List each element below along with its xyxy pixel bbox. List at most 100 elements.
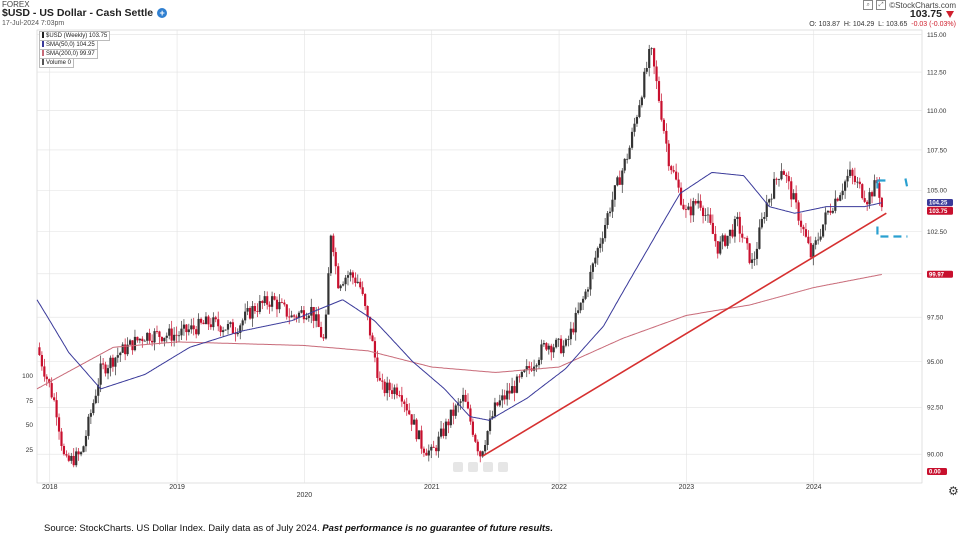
candle-body <box>175 334 178 336</box>
candle-body <box>513 386 516 393</box>
candle-body <box>604 224 607 239</box>
candle-body <box>474 434 477 442</box>
candle-body <box>826 210 830 213</box>
candle-body <box>670 166 673 171</box>
candle-body <box>87 416 90 436</box>
y-tick-label: 97.50 <box>927 314 944 321</box>
source-text: Source: StockCharts. US Dollar Index. Da… <box>44 523 323 534</box>
gear-icon[interactable]: ⚙ <box>948 484 959 498</box>
candle-body <box>515 376 519 393</box>
candle-body <box>510 386 514 394</box>
low-label: L: <box>878 21 884 28</box>
candle-body <box>219 326 222 333</box>
candle-body <box>672 170 675 172</box>
candle-body <box>716 241 719 254</box>
candle-body <box>346 275 350 278</box>
candle-body <box>829 210 832 213</box>
chart-date: 17-Jul-2024 7:03pm <box>2 20 65 27</box>
candle-body <box>40 354 43 367</box>
sma50-line <box>36 171 882 421</box>
candle-body <box>733 219 737 237</box>
candle-body <box>239 325 242 333</box>
candle-body <box>692 201 695 216</box>
candle-body <box>60 431 63 446</box>
low-value: 103.65 <box>885 21 908 28</box>
candle-body <box>466 401 470 409</box>
candle-body <box>635 116 639 124</box>
candle-body <box>273 296 276 300</box>
candle-body <box>643 71 646 98</box>
candle-body <box>542 343 546 345</box>
candle-body <box>599 243 602 249</box>
volume-tag: 0.00 <box>929 470 941 476</box>
candle-body <box>616 177 619 186</box>
candle-body <box>422 448 426 453</box>
candle-body <box>657 81 661 101</box>
watermark-glyph <box>498 462 508 472</box>
candle-body <box>92 403 95 414</box>
candle-body <box>153 331 156 343</box>
y-tick-label: 90.00 <box>927 452 944 459</box>
candle-body <box>373 341 377 358</box>
candle-body <box>839 195 842 201</box>
candle-body <box>400 395 403 402</box>
zoom-icon[interactable]: ⌕ <box>863 0 874 10</box>
candle-body <box>371 335 374 342</box>
candle-body <box>540 344 543 360</box>
candle-body <box>248 307 252 319</box>
expand-icon[interactable]: ⤢ <box>876 0 887 10</box>
candle-body <box>244 311 247 321</box>
candle-body <box>858 181 861 185</box>
candle-body <box>270 296 274 307</box>
candle-body <box>214 317 217 320</box>
candle-body <box>332 235 335 253</box>
candle-body <box>148 332 151 341</box>
candle-body <box>226 324 230 330</box>
candle-body <box>236 332 239 335</box>
candle-body <box>447 421 450 426</box>
candle-body <box>841 190 844 196</box>
candle-body <box>364 294 367 307</box>
candle-body <box>579 302 582 311</box>
candle-body <box>180 328 183 336</box>
candle-body <box>342 284 345 286</box>
candle-body <box>479 451 482 457</box>
candle-body <box>606 213 609 225</box>
candle-body <box>133 336 137 351</box>
high-label: H: <box>843 21 851 28</box>
candle-body <box>261 301 264 304</box>
candle-body <box>386 382 389 394</box>
candle-body <box>675 171 678 180</box>
candle-body <box>768 199 771 203</box>
candle-body <box>846 175 849 182</box>
candle-body <box>508 390 511 394</box>
x-tick-label: 2019 <box>169 484 185 491</box>
candle-body <box>126 344 129 355</box>
candle-body <box>405 403 408 411</box>
candle-body <box>268 304 271 307</box>
candle-body <box>217 319 220 327</box>
candle-body <box>302 310 306 320</box>
candle-body <box>807 236 810 244</box>
candle-body <box>359 281 362 288</box>
candle-body <box>280 302 283 303</box>
candle-body <box>72 455 75 466</box>
candle-body <box>523 370 526 372</box>
candle-body <box>469 408 472 422</box>
candle-body <box>319 326 323 338</box>
candle-body <box>368 316 372 336</box>
candle-body <box>408 410 411 415</box>
candle-body <box>736 216 739 220</box>
candle-body <box>697 200 700 204</box>
candle-body <box>821 224 825 237</box>
candle-body <box>224 329 227 331</box>
candle-body <box>344 277 347 285</box>
candle-body <box>704 215 707 217</box>
candle-body <box>758 227 761 249</box>
candle-body <box>106 368 110 374</box>
candle-body <box>427 450 430 456</box>
brand-bar: ⌕ ⤢ ©StockCharts.com <box>863 0 956 10</box>
add-plus-icon[interactable]: + <box>157 8 168 18</box>
candle-body <box>772 178 776 199</box>
y-tick-label: 95.00 <box>927 359 944 366</box>
